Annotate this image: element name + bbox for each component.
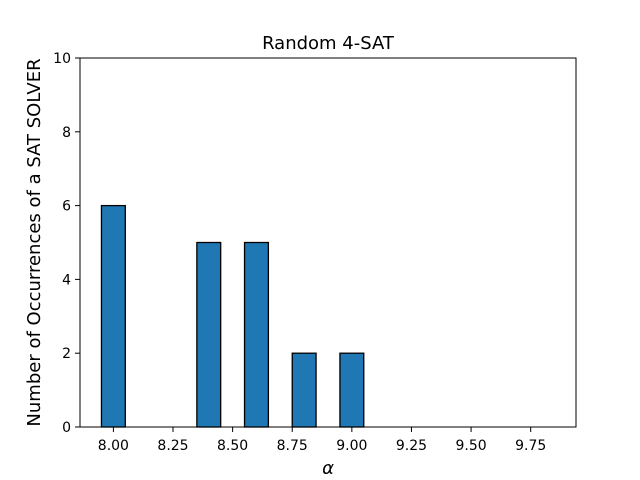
bar-8 [100,204,126,428]
y-tick-label: 4 [62,272,71,288]
chart-title: Random 4-SAT [262,33,395,54]
y-axis-ticks: 0 2 4 6 8 10 [53,51,80,436]
y-axis-label: Number of Occurrences of a SAT SOLVER [24,58,45,426]
x-axis-label: α [322,458,334,479]
x-tick-label: 9.00 [336,438,367,454]
bars [100,204,365,428]
x-tick-label: 9.25 [396,438,427,454]
bar-8.8 [291,352,317,428]
plot-frame [79,57,577,428]
y-tick-label: 6 [62,199,71,215]
bar-9 [339,352,365,428]
y-tick-label: 8 [62,125,71,141]
x-axis-ticks: 8.00 8.25 8.50 8.75 9.00 9.25 9.50 9.75 [98,427,546,454]
x-tick-label: 8.00 [98,438,129,454]
bar-8.4 [196,241,222,428]
x-tick-label: 9.50 [455,438,486,454]
x-tick-label: 8.50 [217,438,248,454]
x-tick-label: 8.25 [157,438,188,454]
bar-8.6 [243,241,270,428]
y-tick-label: 10 [53,51,71,67]
x-tick-label: 8.75 [277,438,308,454]
y-tick-label: 2 [62,346,71,362]
x-tick-label: 9.75 [515,438,546,454]
y-tick-label: 0 [62,420,71,436]
